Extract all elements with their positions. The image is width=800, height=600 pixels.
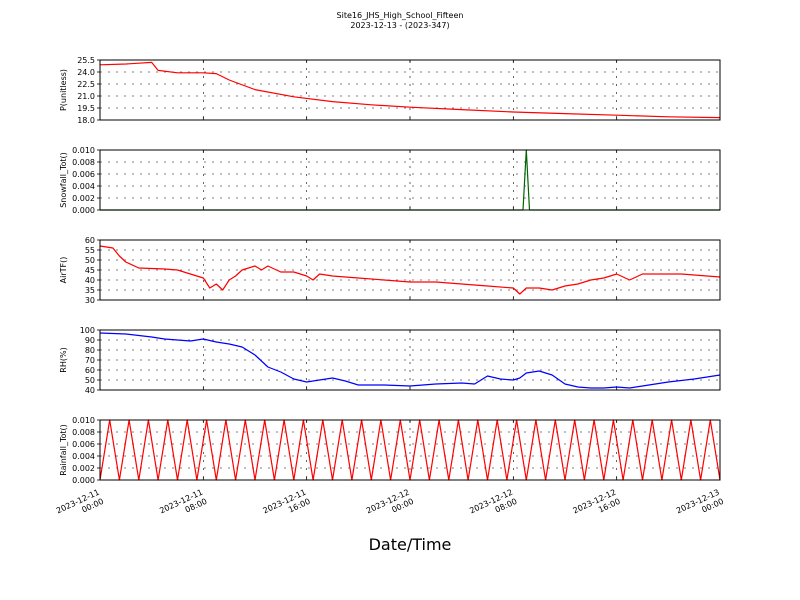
plot-frame	[99, 419, 721, 481]
series-line	[99, 245, 721, 295]
x-tick-label: 2023-12-1300:00	[675, 488, 725, 525]
series-line	[99, 61, 721, 119]
plot-frame	[99, 329, 721, 391]
figure-subtitle: 2023-12-13 - (2023-347)	[350, 21, 449, 30]
y-tick-label: 40	[85, 386, 95, 395]
plot-frame	[99, 149, 721, 211]
y-tick-label: 60	[85, 366, 95, 375]
y-tick-label: 25.5	[77, 56, 95, 65]
y-tick-label: 45	[85, 266, 95, 275]
y-tick-label: 0.000	[72, 476, 95, 485]
y-tick-label: 50	[85, 376, 95, 385]
y-tick-label: 0.010	[72, 416, 95, 425]
y-tick-label: 80	[85, 346, 95, 355]
x-axis-label: Date/Time	[369, 535, 452, 554]
y-tick-label: 18.0	[77, 116, 95, 125]
y-tick-label: 24.0	[77, 68, 95, 77]
y-tick-label: 19.5	[77, 104, 95, 113]
y-tick-label: 0.008	[72, 428, 95, 437]
panel-1: 18.0 19.5 21.0 22.5 24.0 25.5 P(unitless)	[59, 56, 721, 125]
y-tick-label: 70	[85, 356, 95, 365]
x-tick-label: 2023-12-1116:00	[262, 488, 312, 525]
y-axis-label: P(unitless)	[59, 69, 68, 111]
panel-5: 0.000 0.002 0.004 0.006 0.008 0.010 Rainfall_T…	[59, 416, 721, 485]
y-tick-label: 50	[85, 256, 95, 265]
series-line	[99, 332, 721, 389]
y-tick-label: 35	[85, 286, 95, 295]
y-tick-label: 0.004	[72, 182, 95, 191]
x-tick-label: 2023-12-1100:00	[55, 488, 105, 525]
y-tick-label: 0.006	[72, 170, 95, 179]
y-tick-label: 0.002	[72, 464, 95, 473]
panels-group: 18.0 19.5 21.0 22.5 24.0 25.5 P(unitless) 0.000…	[59, 56, 721, 485]
y-axis-label: Rainfall_Tot()	[59, 424, 68, 476]
y-tick-label: 0.002	[72, 194, 95, 203]
y-tick-label: 0.000	[72, 206, 95, 215]
y-tick-label: 22.5	[77, 80, 95, 89]
y-tick-label: 0.008	[72, 158, 95, 167]
y-tick-label: 0.010	[72, 146, 95, 155]
y-axis-label: Snowfall_Tot()	[59, 152, 68, 208]
x-axis: 2023-12-1100:00 2023-12-1108:00 2023-12-11…	[55, 488, 725, 525]
x-tick-label: 2023-12-1216:00	[572, 488, 622, 525]
y-tick-label: 0.004	[72, 452, 95, 461]
figure-title: Site16_JHS_High_School_Fifteen	[337, 11, 464, 20]
y-tick-label: 30	[85, 296, 95, 305]
y-tick-label: 60	[85, 236, 95, 245]
x-tick-label: 2023-12-1208:00	[468, 488, 518, 525]
plot-frame	[99, 239, 721, 301]
panel-2: 0.000 0.002 0.004 0.006 0.008 0.010 Snowfall_T…	[59, 146, 721, 215]
y-axis-label: AirTF()	[59, 257, 68, 284]
y-tick-label: 100	[80, 326, 95, 335]
y-tick-label: 21.0	[77, 92, 95, 101]
y-tick-label: 0.006	[72, 440, 95, 449]
x-tick-label: 2023-12-1108:00	[158, 488, 208, 525]
x-tick-label: 2023-12-1200:00	[365, 488, 415, 525]
y-tick-label: 40	[85, 276, 95, 285]
plot-frame	[99, 59, 721, 121]
y-axis-label: RH(%)	[59, 347, 68, 372]
y-tick-label: 90	[85, 336, 95, 345]
y-tick-label: 55	[85, 246, 95, 255]
